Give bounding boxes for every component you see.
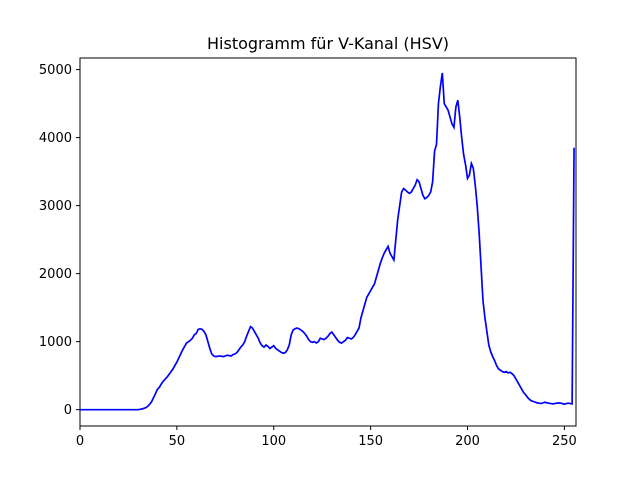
y-tick-label: 5000 [39,63,72,78]
plot-area [79,57,577,427]
x-tick-label: 100 [261,434,286,449]
x-tick-label: 150 [358,434,383,449]
chart-title: Histogramm für V-Kanal (HSV) [207,34,449,53]
plot-frame [79,57,577,427]
y-tick-label: 3000 [39,199,72,214]
x-tick-label: 250 [552,434,577,449]
y-tick-label: 4000 [39,131,72,146]
y-tick-label: 2000 [39,267,72,282]
x-axis: 0 50 100 150 200 250 [76,426,577,449]
y-axis: 0 1000 2000 3000 4000 5000 [39,63,80,418]
y-tick-label: 0 [64,403,72,418]
x-tick-label: 0 [76,434,84,449]
y-tick-label: 1000 [39,335,72,350]
x-tick-label: 50 [169,434,186,449]
x-tick-label: 200 [455,434,480,449]
histogram-line [80,72,575,411]
